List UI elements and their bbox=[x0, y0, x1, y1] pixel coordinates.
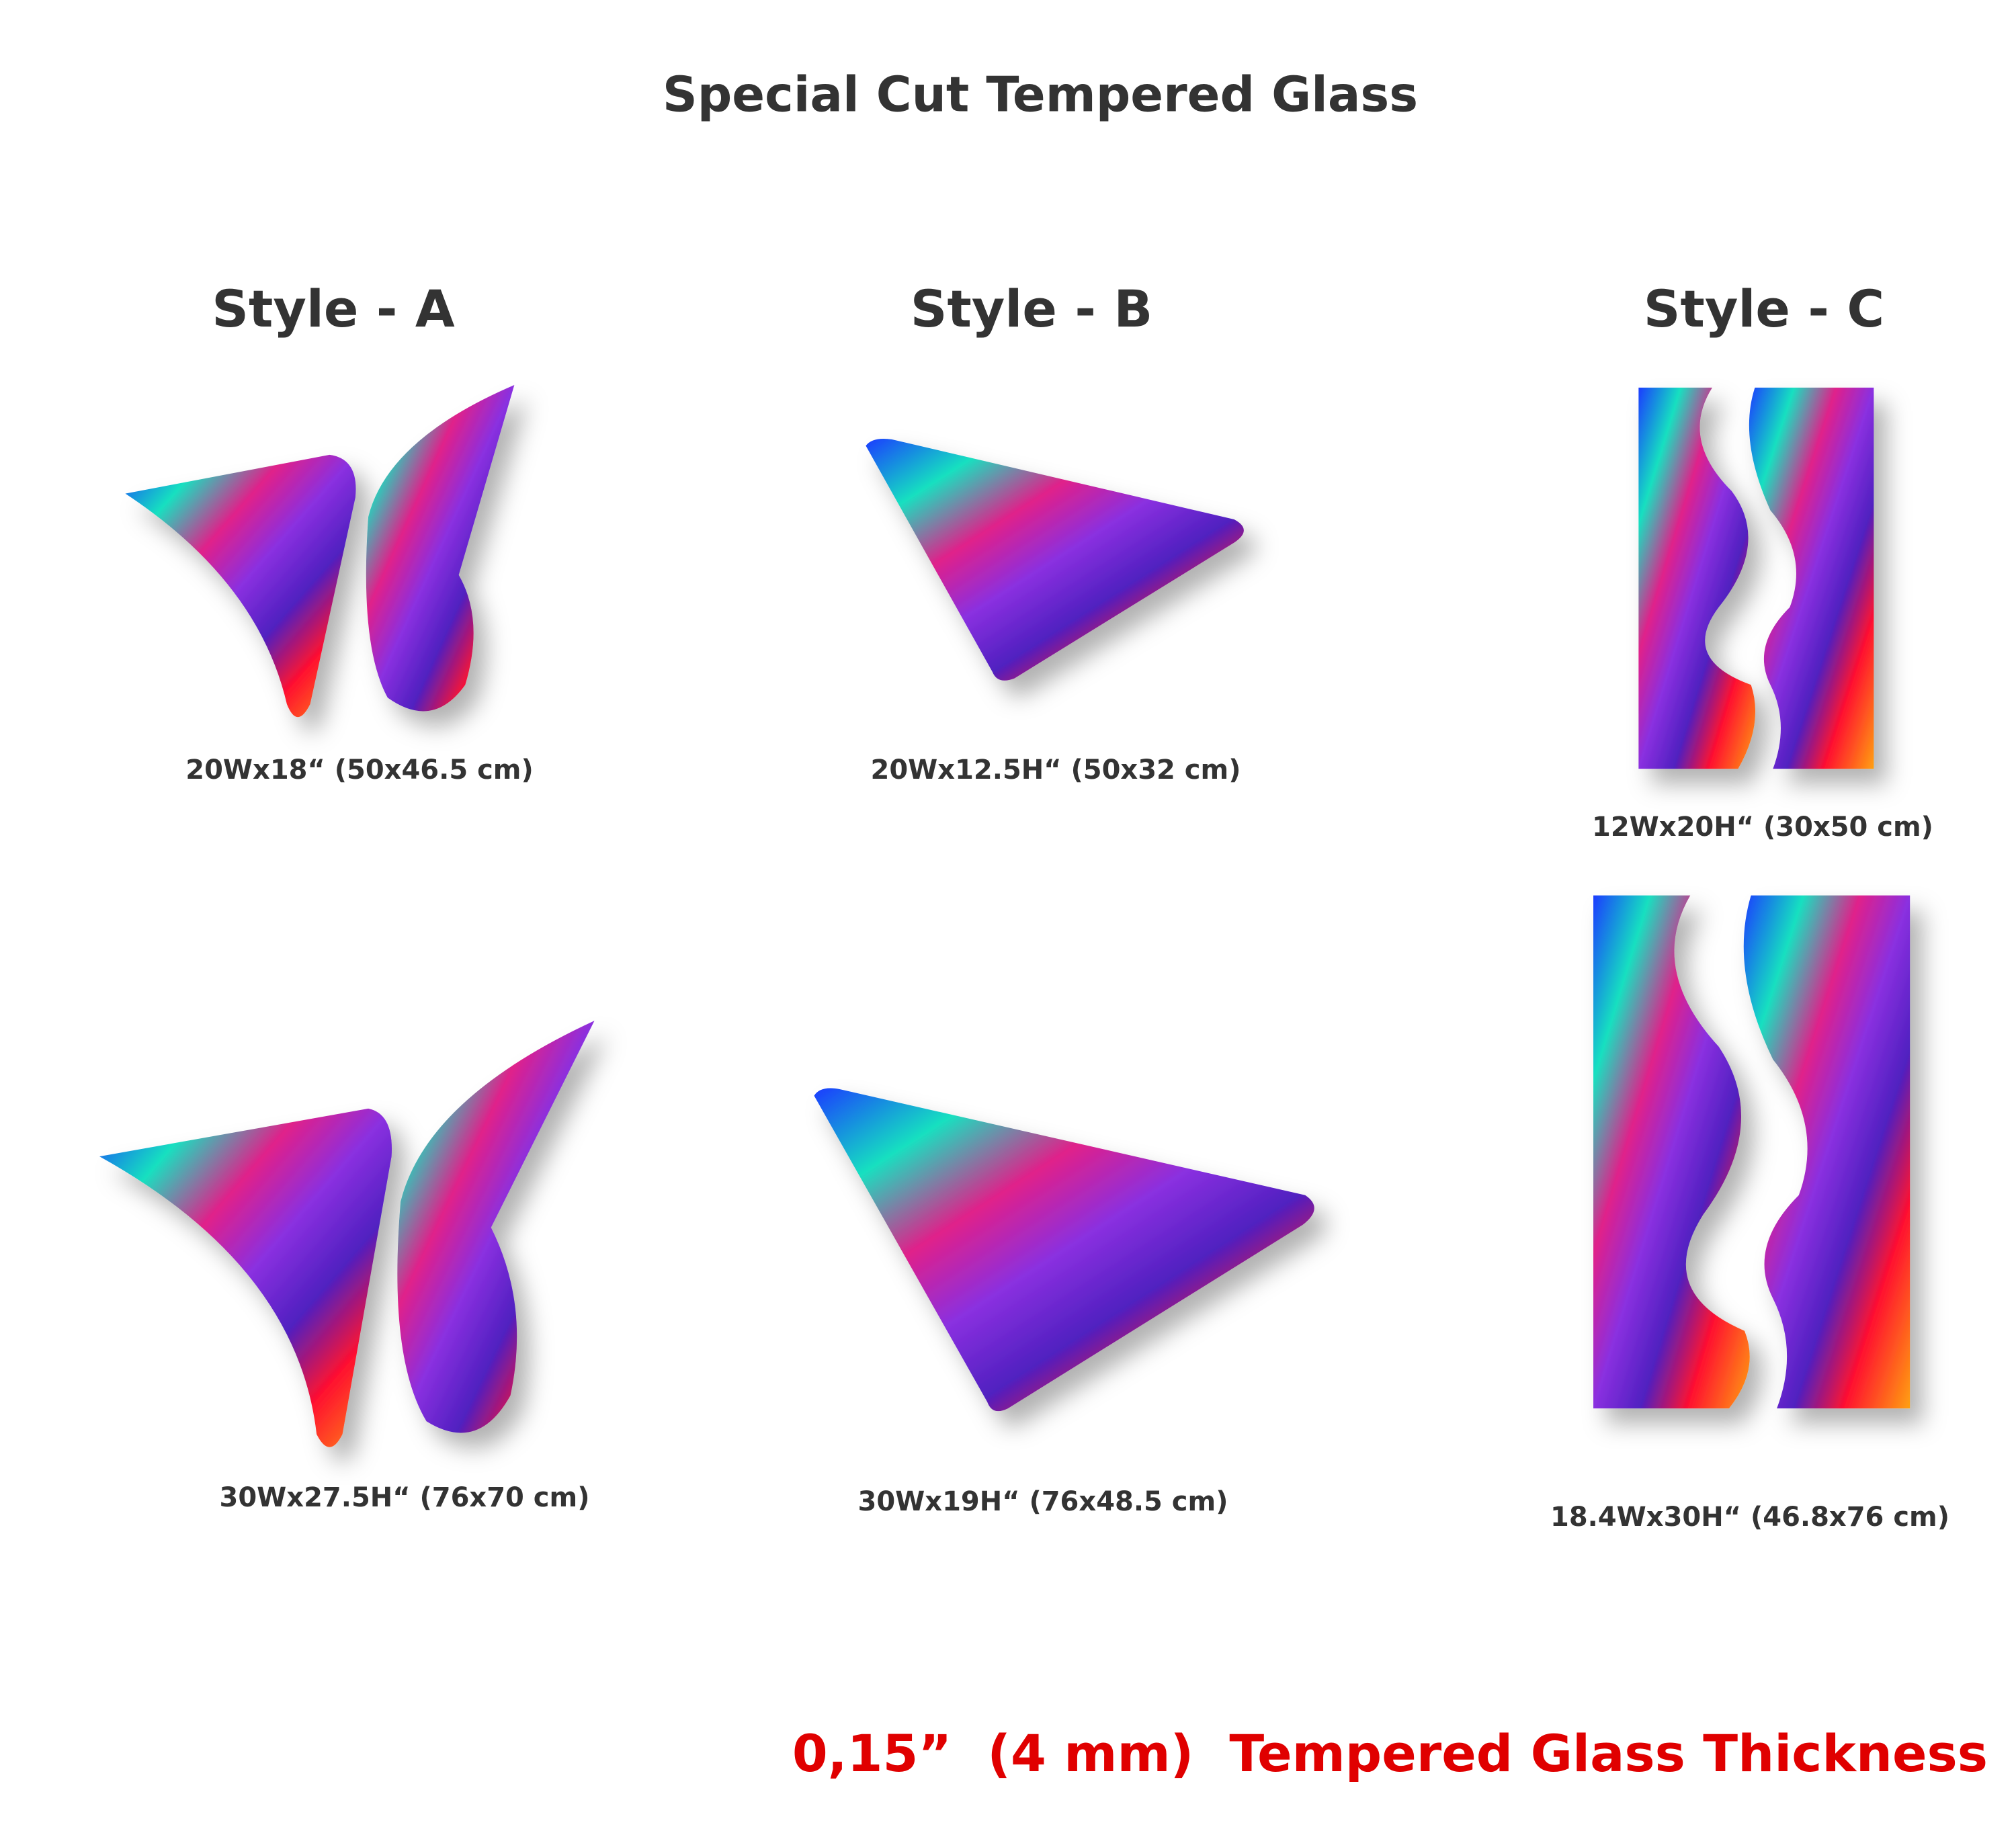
thickness-note: 0,15” (4 mm) Tempered Glass Thickness bbox=[792, 1723, 1988, 1783]
style-heading: Style - A bbox=[212, 279, 455, 339]
style-c-large-right bbox=[1743, 895, 1910, 1409]
style-c-large-left bbox=[1593, 895, 1750, 1409]
style-c-small-right bbox=[1749, 387, 1874, 769]
size-label: 30Wx19H“ (76x48.5 cm) bbox=[858, 1486, 1228, 1517]
style-c-small-left bbox=[1638, 387, 1756, 769]
title: Special Cut Tempered Glass bbox=[663, 67, 1418, 123]
size-label: 18.4Wx30H“ (46.8x76 cm) bbox=[1550, 1502, 1949, 1533]
style-b-large bbox=[814, 1088, 1314, 1412]
style-heading: Style - C bbox=[1644, 279, 1884, 339]
size-label: 20Wx18“ (50x46.5 cm) bbox=[185, 755, 534, 785]
style-a-large-left bbox=[99, 1108, 392, 1447]
style-a-large-right bbox=[397, 1021, 595, 1433]
size-label: 12Wx20H“ (30x50 cm) bbox=[1592, 812, 1933, 843]
style-b-small bbox=[866, 438, 1244, 681]
glass-shapes bbox=[99, 385, 1910, 1447]
style-heading: Style - B bbox=[911, 279, 1153, 339]
size-label: 30Wx27.5H“ (76x70 cm) bbox=[220, 1482, 590, 1513]
size-label: 20Wx12.5H“ (50x32 cm) bbox=[871, 755, 1241, 785]
style-a-small-left bbox=[125, 454, 356, 718]
style-a-small-right bbox=[366, 385, 515, 712]
